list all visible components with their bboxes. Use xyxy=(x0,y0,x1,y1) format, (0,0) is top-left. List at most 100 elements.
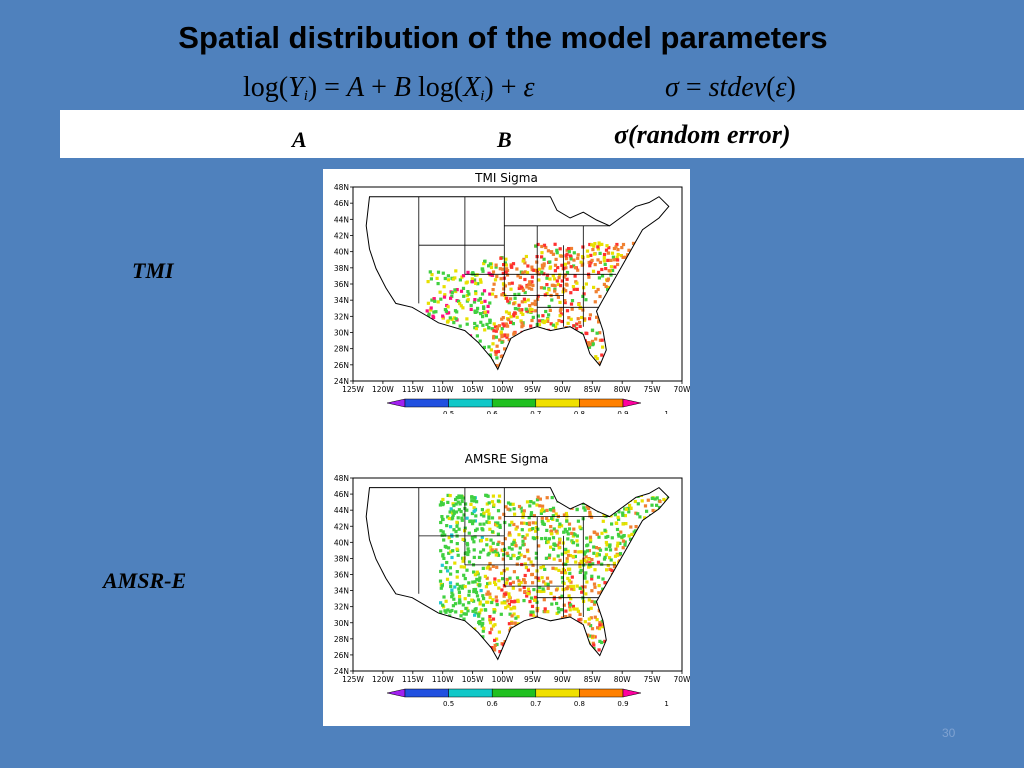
lat-tick-label: 42N xyxy=(334,522,349,531)
slide-title: Spatial distribution of the model parame… xyxy=(178,20,828,55)
colorbar-tick-label: 0.9 xyxy=(617,410,628,414)
eq-y: Y xyxy=(288,72,304,103)
eq-epsilon: ε xyxy=(523,72,535,103)
lat-tick-label: 48N xyxy=(334,474,349,483)
lon-tick-label: 70W xyxy=(674,385,690,394)
row-label-tmi: TMI xyxy=(132,258,174,283)
map-frame xyxy=(352,186,683,382)
lat-tick-label: 40N xyxy=(334,248,349,257)
lat-tick-label: 48N xyxy=(334,183,349,192)
lat-tick-label: 28N xyxy=(334,345,349,354)
lat-tick-label: 46N xyxy=(334,490,349,499)
lon-tick-label: 75W xyxy=(644,385,662,394)
lat-tick-label: 32N xyxy=(334,603,349,612)
lon-tick-label: 85W xyxy=(584,675,602,684)
row-label-amsre: AMSR-E xyxy=(103,568,187,593)
lon-tick-label: 120W xyxy=(372,385,394,394)
colorbar-tick-label: 0.7 xyxy=(530,410,541,414)
lon-tick-label: 125W xyxy=(342,675,364,684)
amsre-sigma-map: 48N46N44N42N40N38N36N34N32N30N28N26N24N1… xyxy=(334,474,691,708)
eq-sub-i: i xyxy=(303,88,308,104)
page-number: 30 xyxy=(942,726,956,740)
lon-tick-label: 125W xyxy=(342,385,364,394)
colorbar-tick-label: 1 xyxy=(664,410,668,414)
lon-tick-label: 110W xyxy=(432,675,454,684)
column-label-b: B xyxy=(497,127,512,152)
eq-equals: = xyxy=(678,72,709,103)
colorbar-tick-label: 0.6 xyxy=(487,410,499,414)
eq-sigma: σ xyxy=(665,72,679,103)
colorbar: 0.5 0.6 0.7 0.8 0.9 1 xyxy=(386,398,669,418)
eq-close: ) xyxy=(786,72,796,103)
eq-plus: + xyxy=(364,72,394,103)
lat-tick-label: 30N xyxy=(334,619,349,628)
lat-tick-label: 26N xyxy=(334,361,349,370)
eq-open: ( xyxy=(766,72,776,103)
map-title-amsre: AMSRE Sigma xyxy=(464,452,549,466)
lat-tick-label: 24N xyxy=(334,377,349,386)
eq-x: X xyxy=(463,72,481,103)
eq-a: A xyxy=(346,72,365,103)
eq-b: B xyxy=(393,72,411,103)
colorbar-tick-label: 0.6 xyxy=(487,700,499,708)
lat-tick-label: 34N xyxy=(334,587,349,596)
lat-tick-label: 34N xyxy=(334,296,349,305)
lat-tick-label: 32N xyxy=(334,312,349,321)
lon-tick-label: 105W xyxy=(462,675,484,684)
lon-tick-label: 95W xyxy=(524,385,542,394)
column-label-sigma: σ(random error) xyxy=(614,120,791,149)
sigma-equation: σ = stdev(ε) xyxy=(665,72,796,104)
eq-rest2: ) + xyxy=(484,72,524,103)
sigma-maps-figure: TMI Sigma 48N 46N 44N 42N 40N 38N 36N 34N 32N 30N… xyxy=(323,169,691,726)
eq-log: log( xyxy=(243,72,289,103)
eq-epsilon2: ε xyxy=(775,72,787,103)
lon-tick-label: 115W xyxy=(402,385,424,394)
lon-tick-label: 115W xyxy=(402,675,424,684)
lon-tick-label: 90W xyxy=(554,385,572,394)
lon-tick-label: 80W xyxy=(614,385,632,394)
lon-tick-label: 100W xyxy=(492,675,514,684)
us-outline xyxy=(365,486,670,661)
lon-tick-label: 120W xyxy=(372,675,394,684)
lat-tick-label: 38N xyxy=(334,264,349,273)
lon-tick-label: 95W xyxy=(524,675,542,684)
tmi-sigma-panel: TMI Sigma 48N 46N 44N 42N 40N 38N 36N 34N 32N 30N… xyxy=(323,169,691,418)
colorbar-tick-label: 0.8 xyxy=(574,700,585,708)
eq-stdev: stdev xyxy=(708,72,767,103)
lat-tick-label: 30N xyxy=(334,329,349,338)
regression-equation: log(Yi) = A + B log(Xi) + ε xyxy=(243,72,535,105)
lat-tick-label: 28N xyxy=(334,635,349,644)
lon-tick-label: 105W xyxy=(462,385,484,394)
colorbar: 0.5 0.6 0.7 0.8 0.9 1 xyxy=(386,688,669,708)
colorbar-tick-label: 0.9 xyxy=(617,700,628,708)
column-header-band xyxy=(60,110,1024,158)
lat-tick-label: 36N xyxy=(334,280,349,289)
lat-tick-label: 36N xyxy=(334,571,349,580)
lat-tick-label: 44N xyxy=(334,215,349,224)
lat-tick-label: 26N xyxy=(334,651,349,660)
lon-tick-label: 110W xyxy=(432,385,454,394)
lon-tick-label: 75W xyxy=(644,675,662,684)
lat-tick-label: 46N xyxy=(334,199,349,208)
eq-rest1: ) = xyxy=(307,72,347,103)
eq-log2: log( xyxy=(411,72,464,103)
tmi-sigma-map: 48N46N44N42N40N38N36N34N32N30N28N26N24N1… xyxy=(334,183,691,418)
column-label-a: A xyxy=(292,127,307,152)
colorbar-tick-label: 1 xyxy=(664,700,668,708)
amsre-sigma-panel: AMSRE Sigma 48N 46N 44N 42N 40N 38N 36N 34N 32N 3… xyxy=(323,452,691,726)
colorbar-tick-label: 0.5 xyxy=(443,700,454,708)
lon-tick-label: 90W xyxy=(554,675,572,684)
lat-tick-label: 40N xyxy=(334,538,349,547)
eq-sub-i2: i xyxy=(480,88,485,104)
lat-tick-label: 24N xyxy=(334,667,349,676)
colorbar-tick-label: 0.8 xyxy=(574,410,585,414)
lon-tick-label: 70W xyxy=(674,675,690,684)
lon-tick-label: 85W xyxy=(584,385,602,394)
map-title-tmi: TMI Sigma xyxy=(475,171,538,185)
lon-tick-label: 80W xyxy=(614,675,632,684)
lon-tick-label: 100W xyxy=(492,385,514,394)
colorbar-tick-label: 0.5 xyxy=(443,410,454,414)
lat-tick-label: 38N xyxy=(334,554,349,563)
colorbar-tick-label: 0.7 xyxy=(530,700,541,708)
lat-tick-label: 42N xyxy=(334,232,349,241)
